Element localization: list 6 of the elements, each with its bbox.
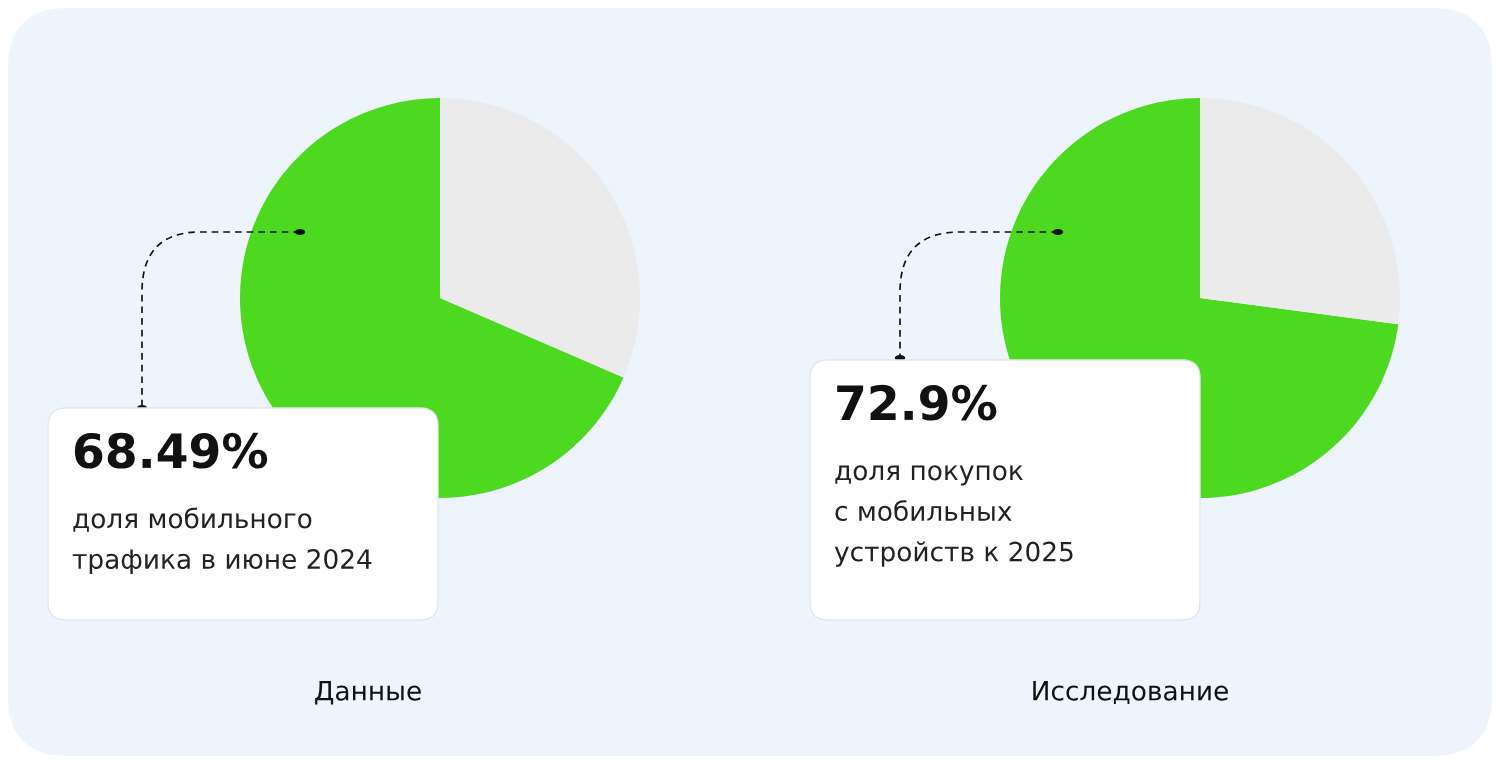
- text: доля мобильного трафика в июне 2024: [72, 507, 372, 575]
- data-label: 68.49%: [74, 432, 268, 469]
- text: Исследование: [1033, 681, 1228, 704]
- text: доля покупок с мобильных устройств к 2025: [834, 465, 1073, 567]
- data-label: 72.9%: [837, 384, 997, 421]
- text: Данные: [315, 681, 421, 705]
